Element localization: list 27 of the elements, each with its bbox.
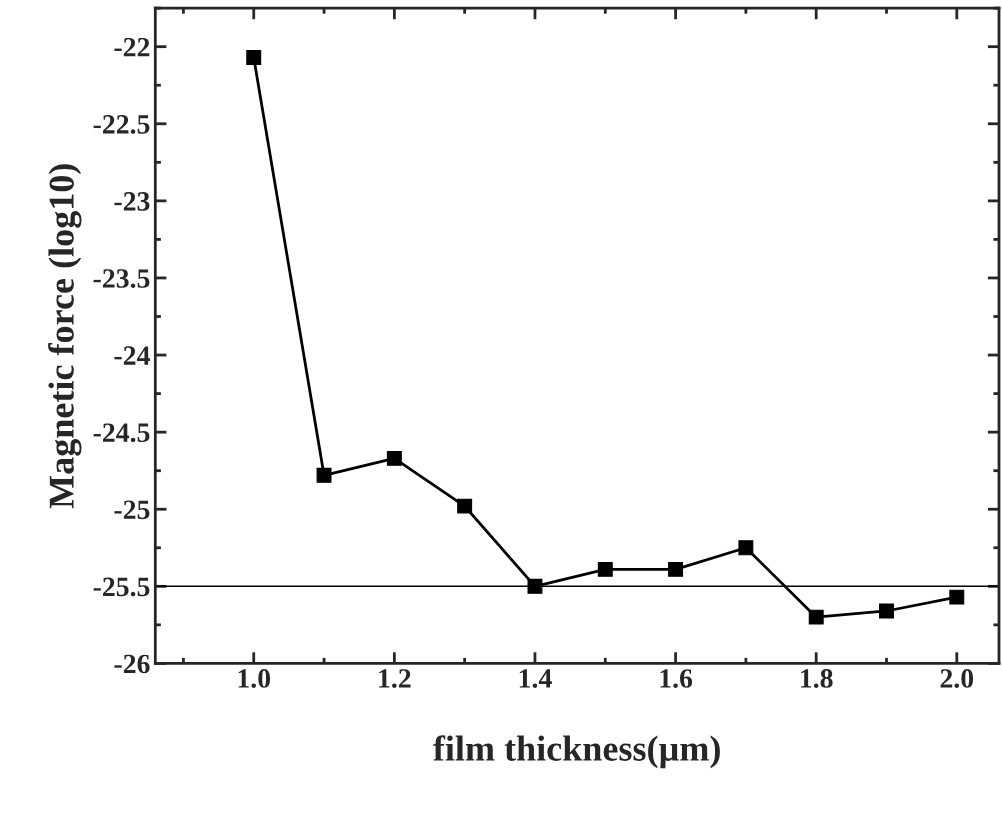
y-tick-label: -23 <box>114 192 150 211</box>
x-axis-title: film thickness(µm) <box>433 735 720 769</box>
point <box>738 540 754 556</box>
y-tick-label: -24.5 <box>93 423 150 443</box>
point <box>316 467 332 483</box>
point <box>808 609 824 625</box>
point <box>597 561 613 577</box>
point <box>879 603 894 619</box>
y-tick-label: -22 <box>114 37 150 57</box>
x-tick-label: 1.4 <box>519 669 552 688</box>
point <box>246 50 262 65</box>
point <box>668 561 684 577</box>
x-tick-label: 1.6 <box>660 669 693 688</box>
point <box>949 589 965 605</box>
y-tick-label: -22.5 <box>93 115 150 134</box>
x-tick-label: 1.0 <box>238 669 271 688</box>
y-tick-label: -25.5 <box>93 577 150 597</box>
x-tick-label: 1.8 <box>801 669 833 688</box>
point <box>457 498 473 514</box>
y-tick-label: -23.5 <box>93 269 150 288</box>
y-tick-label: -25 <box>114 500 150 520</box>
y-axis-title: Magnetic force (log10) <box>48 164 82 509</box>
x-tick-label: 1.2 <box>379 669 411 688</box>
y-tick-label: -24 <box>114 346 150 365</box>
x-tick-label: 2.0 <box>940 669 974 688</box>
y-tick-label: -26 <box>114 654 150 674</box>
point <box>386 450 402 466</box>
